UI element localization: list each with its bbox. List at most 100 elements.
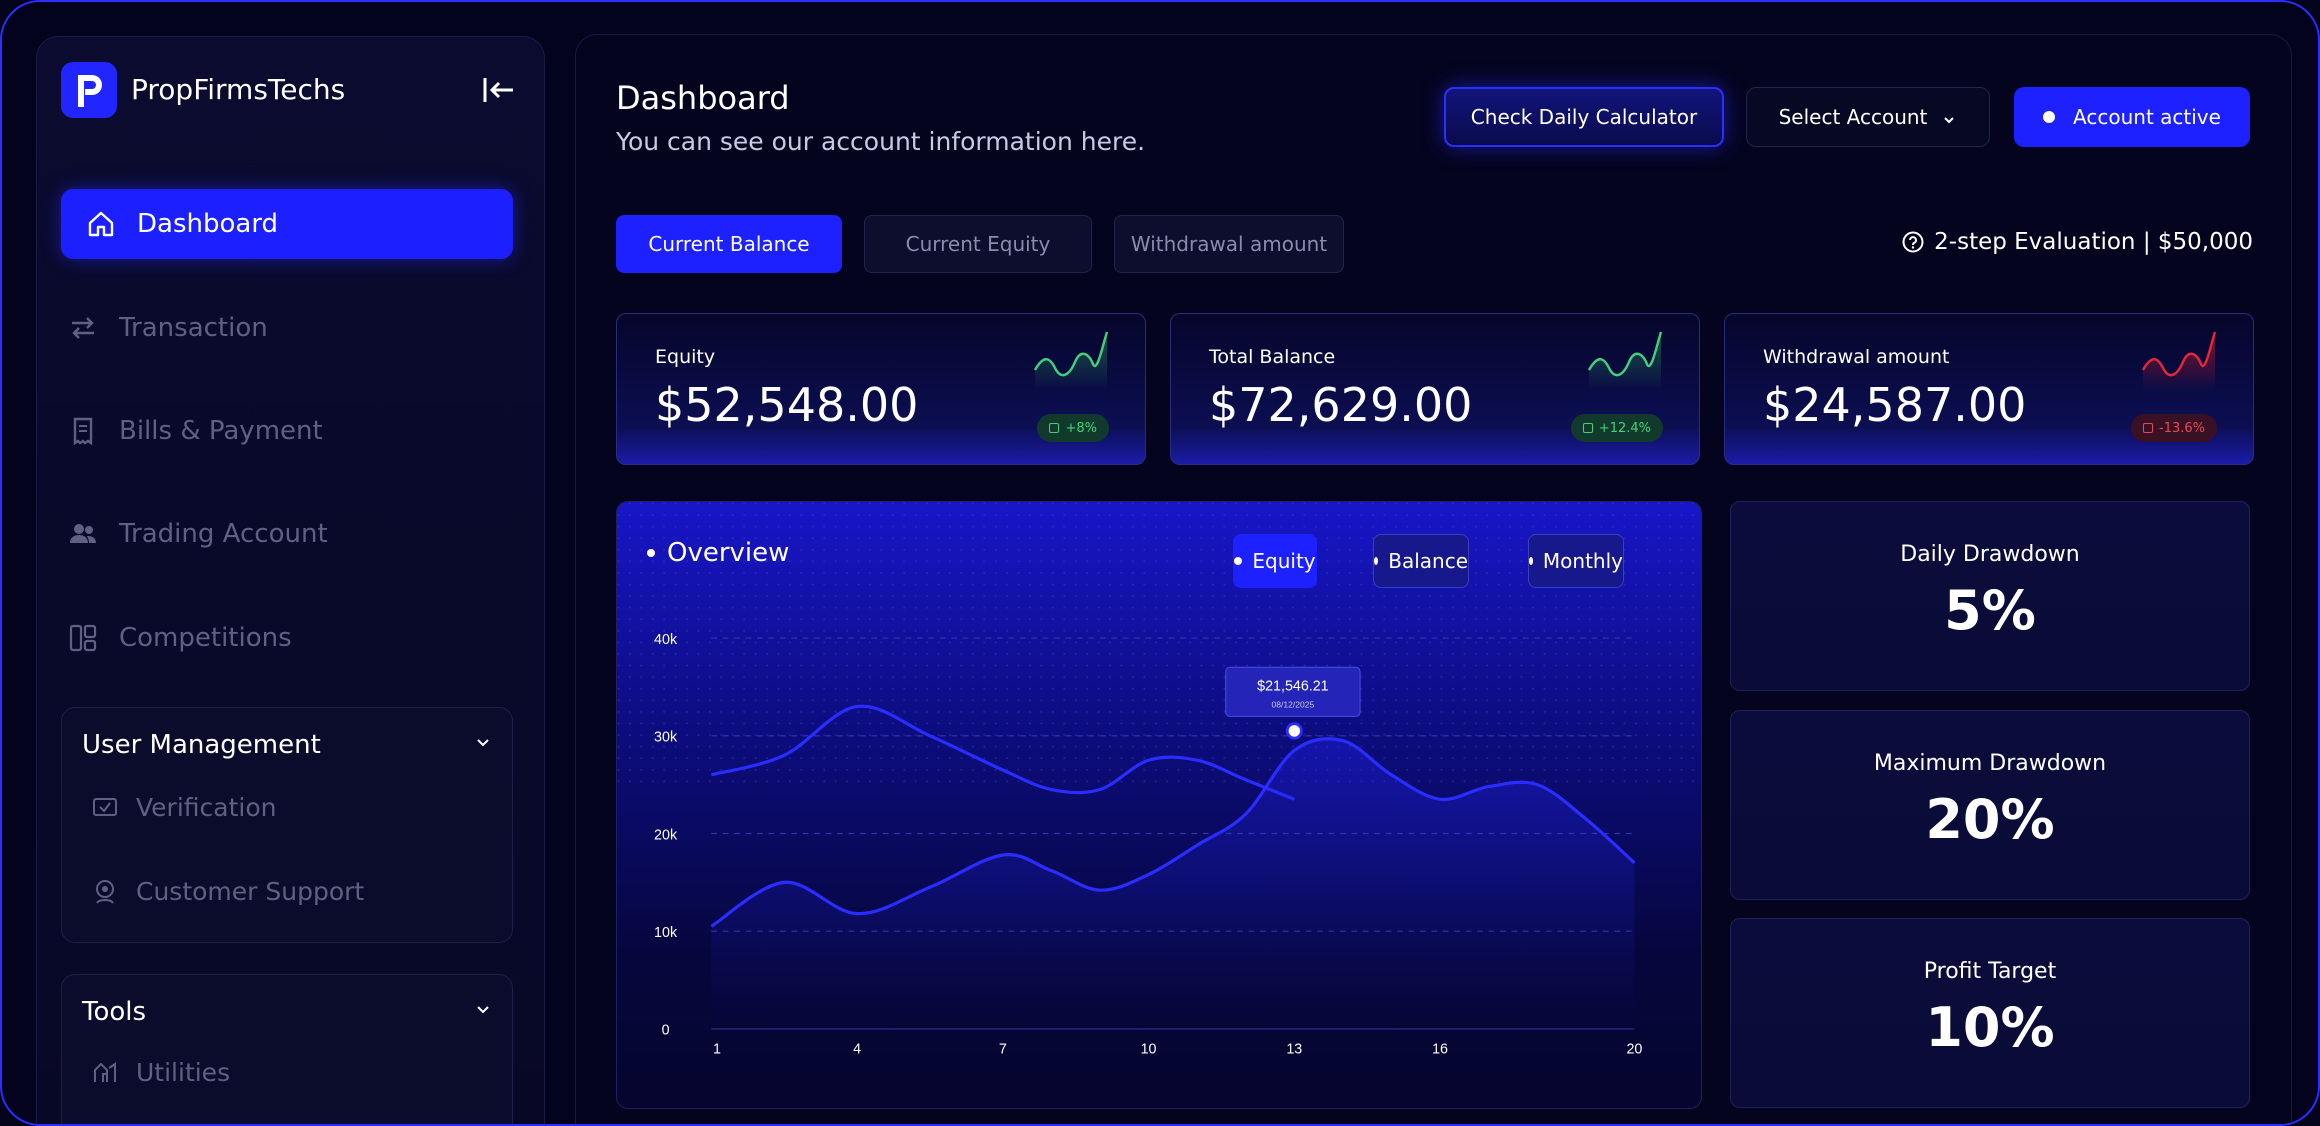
help-icon[interactable] [1902, 231, 1924, 253]
sidebar-item-label: Verification [136, 792, 277, 822]
metric-value: 10% [1925, 996, 2055, 1059]
sidebar-item-bills-payment[interactable]: Bills & Payment [61, 396, 513, 466]
x-tick-label: 13 [1286, 1041, 1302, 1057]
sidebar-item-transaction[interactable]: Transaction [61, 293, 513, 363]
group-title[interactable]: Tools [82, 997, 147, 1027]
evaluation-info: 2-step Evaluation | $50,000 [1902, 229, 2253, 255]
page-title: Dashboard [616, 79, 790, 117]
sparkline-up-icon [1587, 331, 1663, 390]
profit-target-card: Profit Target 10% [1730, 918, 2250, 1108]
y-tick-label: 40k [654, 632, 678, 648]
card-value: $24,587.00 [1763, 378, 2027, 432]
bullet-icon [647, 549, 655, 557]
tooltip-date: 08/12/2025 [1271, 700, 1314, 710]
sidebar-item-dashboard[interactable]: Dashboard [61, 189, 513, 259]
evaluation-label: 2-step Evaluation | $50,000 [1934, 229, 2253, 255]
tools-group: Tools Utilities [61, 974, 513, 1124]
support-icon [90, 876, 120, 906]
metric-value: 5% [1944, 579, 2036, 642]
sidebar-item-trading-account[interactable]: Trading Account [61, 499, 513, 569]
account-status-button[interactable]: Account active [2014, 87, 2250, 147]
change-badge: +8% [1037, 414, 1109, 442]
home-icon [85, 208, 117, 240]
sidebar-item-label: Competitions [119, 623, 292, 653]
bullet-icon [1529, 557, 1533, 565]
chevron-down-icon[interactable] [472, 999, 494, 1021]
y-tick-label: 30k [654, 730, 678, 746]
check-daily-calculator-button[interactable]: Check Daily Calculator [1444, 87, 1724, 147]
account-status-label: Account active [2073, 105, 2221, 129]
chevron-down-icon [1941, 109, 1957, 125]
users-icon [67, 518, 99, 550]
trend-icon [1049, 423, 1060, 433]
change-value: +12.4% [1598, 420, 1651, 436]
collapse-sidebar-icon[interactable] [482, 75, 516, 105]
filter-label: Monthly [1542, 549, 1623, 573]
select-account-label: Select Account [1778, 105, 1928, 129]
sparkline-up-icon [1033, 331, 1109, 390]
sidebar-item-competitions[interactable]: Competitions [61, 603, 513, 673]
sidebar-item-customer-support[interactable]: Customer Support [90, 876, 364, 906]
sidebar-item-label: Bills & Payment [119, 416, 323, 446]
trend-icon [2143, 423, 2153, 433]
daily-drawdown-card: Daily Drawdown 5% [1730, 501, 2250, 691]
select-account-dropdown[interactable]: Select Account [1746, 87, 1990, 147]
sidebar: PropFirmsTechs Dashboard Transaction Bil… [36, 36, 545, 1124]
trend-icon [1582, 423, 1593, 433]
metric-label: Daily Drawdown [1900, 542, 2080, 567]
card-value: $52,548.00 [655, 378, 919, 432]
tab-withdrawal-amount[interactable]: Withdrawal amount [1114, 215, 1344, 273]
overview-title-label: Overview [667, 538, 790, 568]
tooltip-value: $21,546.21 [1257, 678, 1328, 694]
equity-card: Equity $52,548.00 +8% [616, 313, 1146, 465]
chevron-down-icon[interactable] [472, 732, 494, 754]
withdrawal-amount-card: Withdrawal amount $24,587.00 -13.6% [1724, 313, 2254, 465]
filter-monthly-button[interactable]: Monthly [1528, 534, 1624, 588]
filter-label: Balance [1388, 549, 1468, 573]
x-tick-label: 4 [853, 1041, 861, 1057]
sidebar-item-label: Customer Support [136, 876, 365, 906]
chart-dot-texture [617, 502, 1701, 792]
x-tick-label: 1 [713, 1041, 721, 1057]
chart-plot-group: 0 10k 20k 30k 40k 1 4 7 10 13 16 20 $21,546.21 08/12/… [617, 502, 1701, 1058]
filter-equity-button[interactable]: Equity [1233, 534, 1317, 588]
y-tick-label: 20k [654, 827, 678, 843]
series-line [710, 704, 1295, 801]
card-value: $72,629.00 [1209, 378, 1473, 432]
sidebar-item-utilities[interactable]: Utilities [90, 1057, 230, 1087]
metric-label: Profit Target [1923, 959, 2057, 984]
filter-balance-button[interactable]: Balance [1373, 534, 1469, 588]
group-title[interactable]: User Management [82, 730, 321, 760]
sidebar-item-verification[interactable]: Verification [90, 792, 276, 822]
x-tick-label: 10 [1141, 1041, 1157, 1057]
change-value: +8% [1065, 420, 1097, 436]
filter-label: Equity [1252, 549, 1316, 573]
card-label: Total Balance [1209, 346, 1336, 368]
sidebar-item-label: Trading Account [119, 519, 328, 549]
transfer-icon [67, 312, 99, 344]
series-area [711, 738, 1635, 1029]
card-label: Withdrawal amount [1763, 346, 1950, 368]
metric-value: 20% [1925, 788, 2055, 851]
y-tick-label: 10k [654, 925, 678, 941]
tab-current-equity[interactable]: Current Equity [864, 215, 1092, 273]
utilities-icon [90, 1057, 120, 1087]
overview-line-chart[interactable]: 0 10k 20k 30k 40k 1 4 7 10 13 16 20 $21,546.21 08/12/… [617, 502, 1702, 1109]
x-tick-label: 20 [1626, 1041, 1642, 1057]
receipt-icon [67, 415, 99, 447]
sidebar-item-label: Utilities [136, 1057, 231, 1087]
main-content: Dashboard You can see our account inform… [575, 34, 2292, 1124]
sidebar-item-label: Dashboard [137, 209, 279, 239]
layout-icon [67, 622, 99, 654]
tab-current-balance[interactable]: Current Balance [616, 215, 842, 273]
sidebar-item-label: Transaction [119, 313, 268, 343]
y-tick-label: 0 [662, 1023, 670, 1039]
status-dot [2043, 111, 2056, 123]
verification-icon [90, 792, 120, 822]
brand-logo[interactable] [61, 62, 117, 118]
bullet-icon [1374, 557, 1379, 565]
page-subtitle: You can see our account information here… [616, 127, 1146, 156]
overview-chart-panel: 0 10k 20k 30k 40k 1 4 7 10 13 16 20 $21,546.21 08/12/… [616, 501, 1702, 1109]
card-label: Equity [655, 346, 716, 368]
